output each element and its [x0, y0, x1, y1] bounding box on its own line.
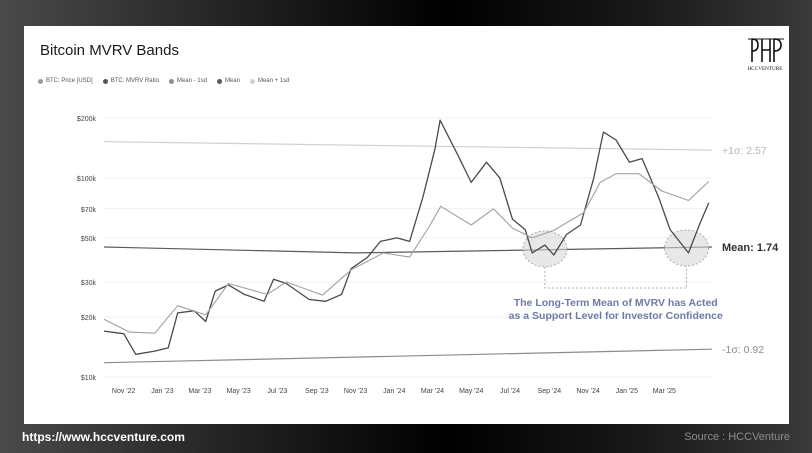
legend-item-mean-1sd[interactable]: Mean - 1sd — [168, 78, 207, 84]
chart-legend: BTC: Price [USD] BTC: MVRV Ratio Mean - 1s… — [38, 78, 289, 84]
legend-label: Mean — [224, 78, 240, 84]
x-tick-label: Jul '23 — [267, 388, 287, 395]
x-tick-label: Mar '23 — [188, 388, 211, 395]
x-tick-label: May '24 — [459, 388, 483, 395]
chart-title: Bitcoin MVRV Bands — [40, 42, 179, 59]
band-label-1: Mean: 1.74 — [722, 242, 779, 254]
legend-swatch — [216, 78, 222, 84]
brand-logo-text: HCCVENTURE — [748, 66, 783, 72]
x-tick-label: Jul '24 — [500, 388, 520, 395]
x-tick-label: Jan '25 — [616, 388, 638, 395]
x-tick-label: Nov '23 — [344, 388, 368, 395]
band-label-2: -1σ: 0.92 — [722, 344, 764, 356]
series-line-btc-mvrv-ratio — [103, 119, 710, 355]
brand-logo: HCCVENTURE — [748, 38, 784, 72]
legend-item-btc-price-usd[interactable]: BTC: Price [USD] — [38, 78, 93, 84]
legend-label: BTC: Price [USD] — [46, 78, 93, 84]
annotation-bracket — [544, 265, 687, 289]
x-tick-label: Sep '23 — [305, 388, 329, 395]
y-tick-label: $70k — [81, 207, 97, 214]
series-line-btc-price-usd — [103, 173, 710, 334]
legend-item-btc-mvrv-ratio[interactable]: BTC: MVRV Ratio — [102, 78, 159, 84]
legend-item-mean-1sd[interactable]: Mean + 1sd — [249, 78, 290, 84]
series-line-mean-1sd — [103, 348, 713, 364]
support-highlight-ellipse — [522, 230, 568, 268]
band-label-0: +1σ: 2.57 — [722, 145, 767, 157]
x-tick-label: Jan '23 — [151, 388, 173, 395]
x-tick-label: Mar '24 — [421, 388, 444, 395]
y-tick-label: $100k — [77, 176, 97, 183]
legend-swatch — [249, 78, 255, 84]
y-tick-label: $30k — [81, 280, 97, 287]
legend-item-mean[interactable]: Mean — [216, 78, 240, 84]
legend-label: Mean - 1sd — [176, 78, 207, 84]
legend-swatch — [38, 78, 43, 84]
annotation-line-1: The Long-Term Mean of MVRV has Acted — [514, 297, 718, 309]
footer-url[interactable]: https://www.hccventure.com — [22, 430, 185, 444]
chart-card: Bitcoin MVRV Bands BTC: Price [USD] BTC: … — [24, 26, 789, 424]
highlights — [522, 229, 709, 268]
x-tick-label: May '23 — [227, 388, 251, 395]
x-tick-label: Sep '24 — [538, 388, 562, 395]
series — [103, 119, 710, 355]
x-tick-label: Mar '25 — [653, 388, 676, 395]
annotation-line-2: as a Support Level for Investor Confiden… — [509, 310, 723, 322]
x-tick-label: Nov '22 — [112, 388, 136, 395]
x-tick-label: Jan '24 — [383, 388, 405, 395]
footer-source: Source : HCCVenture — [684, 431, 790, 443]
legend-swatch — [102, 78, 108, 84]
y-tick-label: $10k — [81, 375, 97, 382]
series-line-mean — [103, 246, 713, 254]
series-line-mean-1sd — [103, 141, 713, 151]
axes: $10k $20k $30k $50k $70k $100k $200k Nov '22 Jan… — [77, 116, 676, 395]
grid — [104, 117, 712, 378]
y-tick-label: $50k — [81, 236, 97, 243]
y-tick-label: $200k — [77, 116, 97, 123]
band-labels: +1σ: 2.57 Mean: 1.74 -1σ: 0.92 — [722, 145, 779, 356]
legend-label: Mean + 1sd — [257, 78, 290, 84]
bands — [103, 141, 713, 364]
legend-swatch — [168, 78, 174, 84]
x-tick-label: Nov '24 — [576, 388, 600, 395]
y-tick-label: $20k — [81, 315, 97, 322]
support-highlight-ellipse — [664, 229, 709, 267]
chart-plot: $10k $20k $30k $50k $70k $100k $200k Nov '22 Jan… — [77, 116, 779, 395]
legend-label: BTC: MVRV Ratio — [110, 78, 159, 84]
